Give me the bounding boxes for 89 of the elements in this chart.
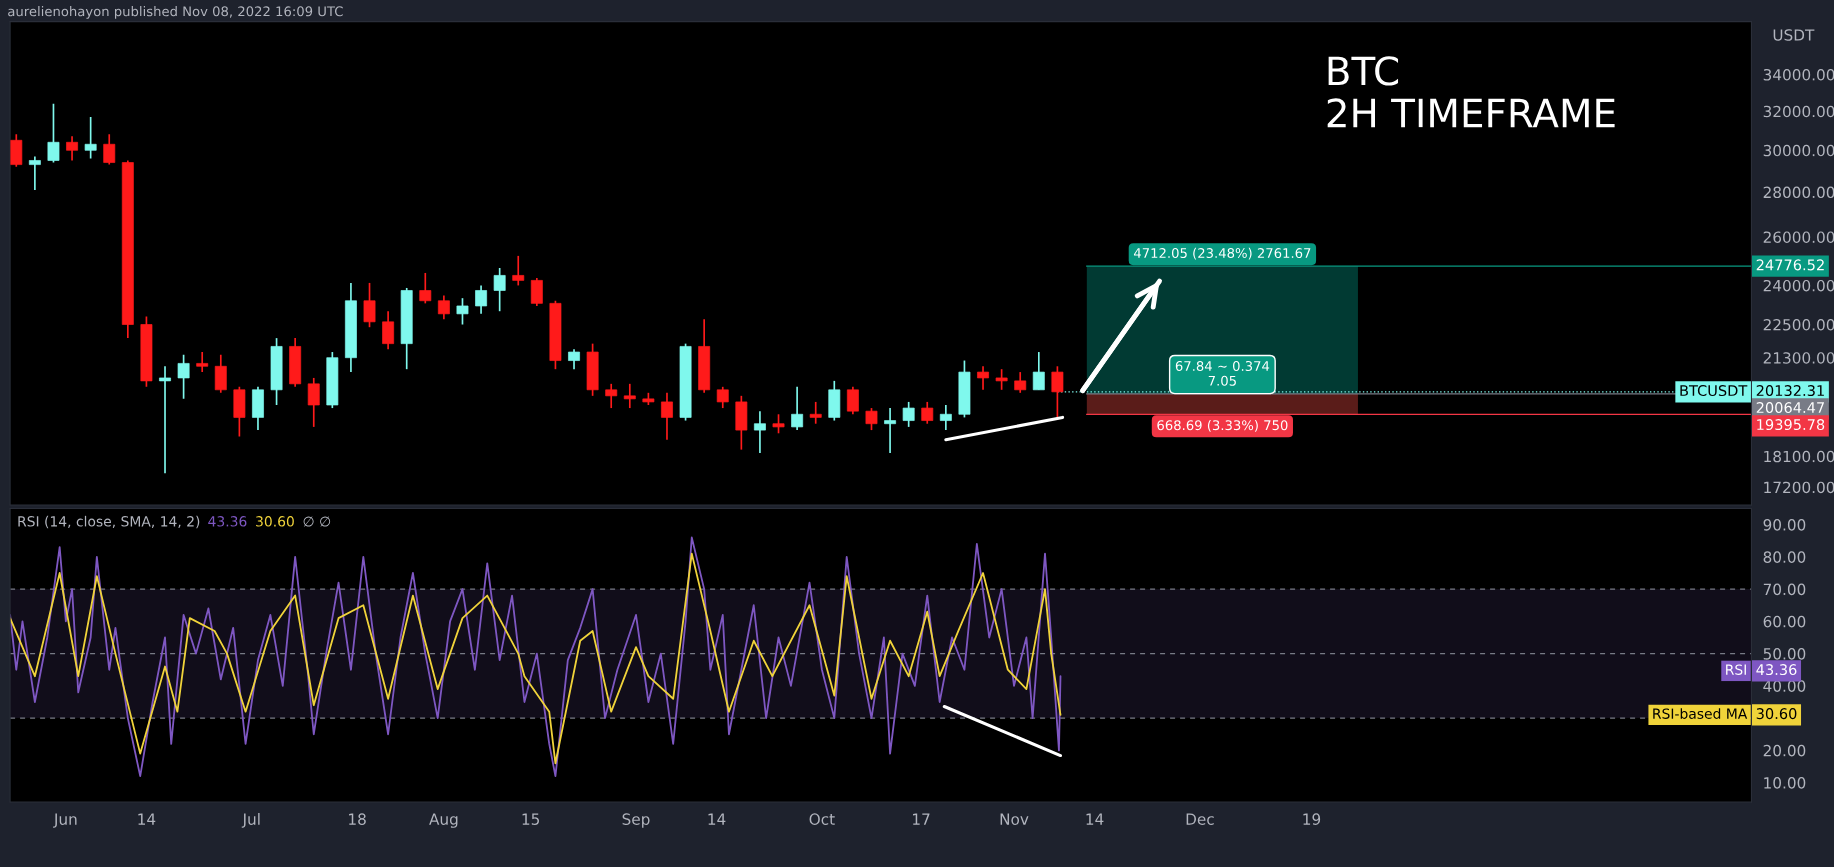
- y-tick-label: 22500.00: [1763, 318, 1834, 331]
- candlestick: [382, 310, 395, 351]
- y-tick-label: 10.00: [1764, 777, 1806, 789]
- ref-line-label: 20064.47: [1756, 402, 1824, 414]
- y-tick-label: 80.00: [1763, 551, 1806, 563]
- y-tick-label: 30000.00: [1763, 144, 1834, 157]
- candlestick: [456, 297, 469, 326]
- x-tick-label: Sep: [622, 813, 650, 828]
- y-tick-label: 17200.00: [1764, 481, 1834, 494]
- candlestick: [196, 351, 209, 373]
- candlestick: [177, 354, 190, 400]
- y-tick-label: 34000.00: [1763, 68, 1834, 81]
- text: BTC 2H TIMEFRAME: [1327, 56, 1615, 128]
- x-tick-label: 17: [913, 813, 930, 825]
- candlestick: [661, 391, 673, 441]
- x-tick-label: 19: [1303, 813, 1321, 825]
- ref-line-label: 19395.78: [1757, 419, 1825, 431]
- candlestick: [1051, 365, 1064, 419]
- candlestick: [846, 385, 859, 416]
- legend-label: RSI: [1726, 664, 1746, 675]
- y-tick-label: 21300.00: [1763, 352, 1834, 364]
- candlestick: [159, 365, 171, 475]
- candlestick: [28, 155, 41, 191]
- candlestick: [921, 401, 934, 425]
- annotation: ∅ ∅: [303, 516, 331, 527]
- candlestick: [754, 410, 766, 454]
- chart-title: RSI (14, close, SMA, 14, 2): [18, 515, 200, 529]
- candlestick: [493, 267, 506, 313]
- candlestick: [512, 255, 525, 287]
- ref-line-label: 24776.52: [1756, 259, 1824, 271]
- legend-label: RSI-based MA: [1653, 708, 1748, 719]
- annotation: 30.60: [256, 516, 294, 527]
- candlestick: [47, 102, 60, 164]
- candlestick: [214, 354, 227, 394]
- candlestick: [419, 272, 432, 305]
- candlestick: [1032, 351, 1045, 391]
- candlestick: [791, 385, 804, 431]
- x-tick-label: Dec: [1186, 813, 1214, 825]
- candlestick: [939, 404, 952, 431]
- y-tick-label: 32000.00: [1763, 105, 1834, 118]
- x-tick-label: 14: [1086, 813, 1104, 825]
- x-tick-label: Aug: [429, 813, 458, 828]
- x-tick-label: 15: [522, 813, 540, 825]
- text: 30.60: [1756, 708, 1797, 720]
- x-tick-label: Jul: [241, 813, 260, 828]
- x-tick-label: 14: [138, 813, 156, 825]
- y-axis-title: USDT: [1773, 29, 1815, 41]
- data-label: 4712.05 (23.48%) 2761.67: [1133, 247, 1311, 260]
- candlestick: [568, 348, 580, 371]
- candlestick: [363, 282, 376, 329]
- x-tick-label: 18: [349, 813, 366, 825]
- candlestick: [605, 383, 618, 409]
- y-tick-label: 90.00: [1763, 519, 1806, 531]
- candlestick: [809, 401, 822, 425]
- y-tick-label: 28000.00: [1763, 186, 1834, 199]
- x-tick-label: 14: [708, 813, 726, 825]
- candlestick: [530, 277, 543, 307]
- candlestick: [995, 368, 1008, 391]
- annotation: BTCUSDT: [1680, 385, 1748, 397]
- candlestick: [475, 284, 487, 315]
- candlestick: [902, 401, 915, 428]
- y-tick-label: 24000.00: [1763, 279, 1834, 292]
- annotation: 43.36: [208, 516, 247, 527]
- chart-subtitle: aurelienohayon published Nov 08, 2022 16:09 UTC: [8, 6, 343, 19]
- x-tick-label: Nov: [1000, 813, 1029, 825]
- candlestick: [977, 365, 989, 391]
- candlestick: [307, 377, 320, 428]
- candlestick: [437, 294, 450, 320]
- candlestick: [66, 135, 78, 162]
- x-tick-label: Oct: [809, 813, 835, 825]
- y-tick-label: 26000.00: [1763, 231, 1834, 243]
- candlestick: [716, 385, 729, 409]
- y-tick-label: 60.00: [1763, 615, 1806, 628]
- candlestick: [1014, 371, 1027, 394]
- data-label: 668.69 (3.33%) 750: [1157, 419, 1288, 432]
- y-tick-label: 20.00: [1763, 744, 1806, 757]
- y-tick-label: 70.00: [1763, 583, 1806, 596]
- candlestick: [103, 133, 116, 166]
- candlestick: [865, 407, 878, 431]
- text: 43.36: [1756, 664, 1797, 676]
- annotation: 67.84 ~ 0.374 7.05: [1175, 361, 1270, 386]
- y-tick-label: 18100.00: [1764, 450, 1834, 463]
- candlestick: [884, 407, 896, 454]
- y-tick-label: 50.00: [1763, 648, 1806, 660]
- x-tick-label: Jun: [53, 813, 77, 828]
- ref-line-label: 20132.31: [1756, 385, 1824, 397]
- candlestick: [623, 383, 636, 409]
- candlestick: [772, 413, 785, 435]
- candlestick: [84, 116, 97, 160]
